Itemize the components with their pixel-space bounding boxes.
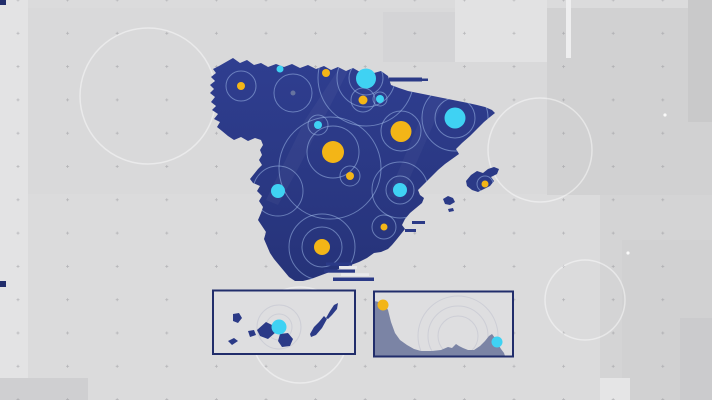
radar-ring bbox=[339, 165, 361, 187]
canary-island-shape bbox=[310, 316, 327, 337]
canary-island-shape bbox=[278, 333, 293, 347]
background-patch bbox=[0, 378, 88, 400]
radar-ring bbox=[306, 125, 360, 179]
balearic-island-shape bbox=[448, 208, 454, 212]
radar-ring bbox=[225, 70, 257, 102]
speed-line bbox=[326, 262, 352, 266]
radar-rings bbox=[225, 58, 494, 281]
background-patch bbox=[566, 0, 571, 58]
radar-ring bbox=[273, 73, 313, 113]
canary-island-shape bbox=[257, 322, 276, 339]
background-patch bbox=[688, 0, 712, 122]
map-marker bbox=[393, 183, 407, 197]
radar-ring bbox=[380, 110, 422, 152]
radar-ring bbox=[371, 214, 397, 240]
map-marker bbox=[376, 95, 384, 103]
background-patch bbox=[680, 318, 712, 400]
map-marker bbox=[390, 121, 412, 142]
radar-ring bbox=[278, 116, 382, 220]
background-patch bbox=[0, 0, 28, 400]
inset-ring bbox=[256, 304, 302, 350]
inset-right bbox=[373, 290, 514, 358]
map-marker bbox=[346, 172, 354, 180]
map-marker bbox=[356, 68, 376, 89]
map-marker bbox=[380, 223, 388, 231]
background-ring bbox=[544, 259, 626, 341]
canary-island-shape bbox=[228, 338, 238, 345]
speed-line bbox=[412, 221, 425, 224]
map-marker bbox=[290, 90, 296, 96]
radar-ring bbox=[301, 226, 343, 268]
background-patch bbox=[383, 12, 455, 62]
inset-left bbox=[212, 289, 356, 355]
radar-ring bbox=[372, 91, 388, 107]
map-texture-streak bbox=[266, 67, 348, 205]
map-marker bbox=[322, 141, 344, 163]
canary-island-shape bbox=[326, 303, 338, 319]
inset-marker bbox=[271, 319, 287, 335]
spain-map bbox=[210, 58, 499, 281]
inset-ring bbox=[427, 305, 489, 357]
speed-line bbox=[405, 229, 416, 232]
white-slat bbox=[339, 266, 357, 269]
map-marker bbox=[276, 65, 284, 73]
edge-square bbox=[0, 0, 6, 5]
map-marker bbox=[237, 82, 245, 90]
speed-line bbox=[420, 78, 428, 81]
inset-marker bbox=[491, 336, 503, 348]
background-patch bbox=[455, 0, 547, 62]
background-patch bbox=[600, 378, 630, 400]
white-speck bbox=[663, 113, 667, 117]
inset-marker bbox=[377, 299, 389, 311]
background-patch bbox=[547, 8, 712, 195]
radar-ring bbox=[307, 114, 329, 136]
inset-border bbox=[373, 290, 514, 358]
edge-square bbox=[0, 281, 6, 287]
map-marker bbox=[481, 180, 489, 188]
speed-line bbox=[324, 269, 355, 273]
map-marker bbox=[314, 121, 322, 129]
coast-profile-silhouette bbox=[374, 301, 505, 356]
map-marker bbox=[358, 95, 368, 105]
inset-border bbox=[212, 289, 356, 355]
canary-island-shape bbox=[233, 313, 242, 323]
map-marker bbox=[271, 184, 285, 198]
balearic-island-shape bbox=[443, 196, 455, 205]
map-marker bbox=[314, 239, 330, 255]
speed-line bbox=[333, 277, 374, 281]
map-marker bbox=[444, 107, 466, 129]
background-ring bbox=[487, 97, 593, 203]
speed-line bbox=[389, 77, 422, 82]
inset-ring bbox=[417, 295, 499, 357]
map-marker bbox=[322, 69, 330, 77]
canary-island-shape bbox=[248, 330, 256, 337]
radar-ring bbox=[385, 175, 415, 205]
white-slat bbox=[341, 273, 369, 276]
white-speck bbox=[626, 251, 630, 255]
balearic-island-shape bbox=[466, 167, 499, 192]
